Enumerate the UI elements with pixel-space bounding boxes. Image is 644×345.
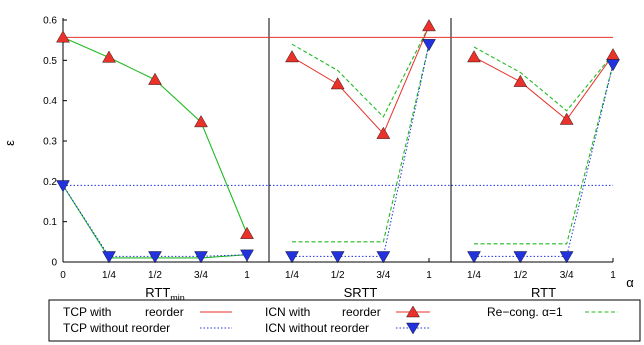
data-point-icn-reorder [148, 72, 162, 85]
data-point-icn-no-reorder [194, 251, 208, 264]
series-line-recong [62, 185, 248, 259]
data-point-icn-no-reorder [559, 251, 574, 264]
data-point-icn-no-reorder [102, 251, 116, 264]
series-line-icn-no-reorder [474, 64, 614, 257]
x-tick-label: 0 [60, 270, 66, 281]
data-point-icn-no-reorder [422, 39, 436, 52]
chart-series [56, 19, 620, 264]
x-tick-label: 1/2 [331, 270, 345, 281]
series-line-icn-no-reorder [62, 185, 248, 257]
series-line-icn-reorder [473, 54, 614, 121]
legend-swatch-marker [406, 305, 420, 318]
legend-label: Re−cong. α=1 [487, 305, 563, 319]
group-label: RTTmin [145, 285, 185, 303]
data-point-icn-reorder [513, 74, 528, 87]
y-tick-label: 0.1 [43, 217, 57, 228]
y-tick-label: 0.6 [43, 16, 57, 27]
chart-axes: 0 0.1 0.2 0.3 0.4 0.5 0.6 0 1/4 1/2 3/4 1 1/4 1/2 3/4 1… [43, 16, 616, 282]
data-point-icn-no-reorder [148, 251, 162, 264]
x-tick-label: 1/2 [513, 270, 527, 281]
data-point-icn-reorder [376, 126, 391, 139]
data-point-icn-reorder [330, 77, 345, 90]
data-point-icn-no-reorder [376, 251, 391, 264]
data-point-icn-no-reorder [467, 251, 481, 264]
data-point-icn-no-reorder [56, 180, 70, 193]
series-line-recong [473, 46, 614, 112]
y-tick-label: 0.4 [43, 96, 57, 107]
data-point-icn-no-reorder [606, 59, 620, 72]
series-line-recong [474, 64, 614, 245]
legend-swatch-marker [406, 322, 420, 335]
series-line-recong [292, 44, 430, 243]
data-point-icn-reorder [606, 48, 620, 61]
x-tick-label: 3/4 [194, 270, 208, 281]
data-point-icn-reorder [56, 30, 70, 43]
group-label: SRTT [344, 285, 378, 300]
data-point-icn-reorder [194, 115, 208, 128]
data-point-icn-reorder [467, 50, 481, 63]
x-tick-label: 1 [426, 270, 432, 281]
x-tick-label: 1/4 [285, 270, 299, 281]
data-point-icn-no-reorder [330, 251, 345, 264]
y-tick-label: 0.3 [43, 137, 57, 148]
data-point-icn-reorder [102, 50, 116, 63]
chart-legend: TCP with reorder TCP without reorder ICN wi… [48, 299, 641, 342]
y-tick-label: 0.2 [43, 177, 57, 188]
legend-box [48, 299, 641, 342]
x-tick-label: 1/2 [148, 270, 162, 281]
x-tick-label: 1/4 [467, 270, 481, 281]
legend-label: TCP with [63, 305, 111, 319]
series-line-recong [291, 25, 430, 118]
series-line-icn-reorder [291, 25, 430, 135]
series-line-recong [62, 36, 248, 234]
chart-labels: RTTmin SRTT RTT ε α [2, 140, 634, 303]
legend-label: ICN without reorder [265, 321, 369, 335]
data-point-icn-reorder [422, 19, 436, 32]
y-tick-label: 0.5 [43, 56, 57, 67]
data-point-icn-reorder [285, 50, 299, 63]
x-axis-label: α [626, 275, 634, 290]
group-label: RTT [531, 285, 556, 300]
reference-lines [63, 36, 613, 186]
x-tick-label: 3/4 [560, 270, 574, 281]
legend-label: reorder [145, 305, 184, 319]
legend-label: reorder [342, 305, 381, 319]
data-point-icn-no-reorder [285, 251, 299, 264]
x-tick-label: 3/4 [376, 270, 390, 281]
data-point-icn-reorder [559, 112, 574, 125]
x-tick-label: 1/4 [102, 270, 116, 281]
data-point-icn-no-reorder [240, 249, 254, 262]
series-line-icn-no-reorder [292, 44, 430, 257]
data-point-icn-no-reorder [513, 251, 528, 264]
x-tick-label: 1 [244, 270, 250, 281]
y-axis-label: ε [2, 140, 17, 146]
data-point-icn-reorder [240, 226, 254, 239]
legend-label: TCP without reorder [63, 321, 170, 335]
y-tick-label: 0 [51, 258, 57, 269]
legend-label: ICN with [265, 305, 310, 319]
x-tick-label: 1 [610, 270, 616, 281]
